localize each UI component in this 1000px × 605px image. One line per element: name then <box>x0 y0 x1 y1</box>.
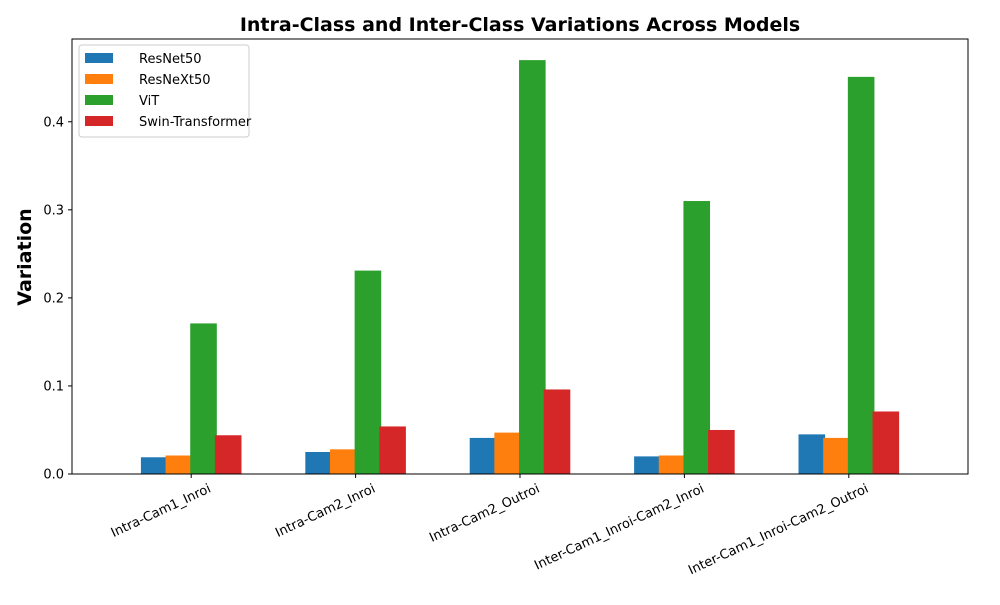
legend-box <box>78 44 250 138</box>
bars-layer <box>140 60 900 475</box>
bar-swin-transformer-3 <box>543 389 571 474</box>
bar-vit-2 <box>354 270 382 474</box>
bar-resnet50-2 <box>305 451 332 474</box>
legend-label: Swin-Transformer <box>139 115 252 130</box>
legend-swatch-vit <box>85 95 113 105</box>
y-tick-label: 0.0 <box>43 468 64 483</box>
bar-vit-3 <box>519 60 546 474</box>
legend-label: ResNeXt50 <box>139 73 211 88</box>
x-tick-label: Intra-Cam1_Inroi <box>109 481 214 540</box>
x-tick-label: Inter-Cam1_Inroi-Cam2_Outroi <box>686 481 871 578</box>
bar-resnext50-1 <box>165 455 193 474</box>
y-tick-label: 0.3 <box>43 203 64 218</box>
y-tick-label: 0.1 <box>43 379 64 394</box>
bar-resnet50-5 <box>798 434 826 474</box>
bar-resnet50-3 <box>469 437 497 474</box>
legend-swatch-resnext50 <box>85 74 113 84</box>
y-tick-label: 0.2 <box>43 291 64 306</box>
legend-swatch-resnet50 <box>85 53 113 63</box>
x-tick-label: Intra-Cam2_Outroi <box>427 481 542 545</box>
x-tick-label: Intra-Cam2_Inroi <box>273 481 378 540</box>
bar-resnet50-1 <box>140 457 168 474</box>
legend-label: ViT <box>139 94 159 109</box>
chart-title: Intra-Class and Inter-Class Variations A… <box>240 14 800 36</box>
y-axis-label: Variation <box>14 208 36 305</box>
legend-label: ResNet50 <box>139 52 202 67</box>
bar-vit-1 <box>190 323 217 474</box>
bar-resnext50-3 <box>494 432 521 474</box>
y-tick-label: 0.4 <box>43 115 64 130</box>
bar-swin-transformer-4 <box>708 429 735 474</box>
bar-vit-4 <box>683 201 711 474</box>
bar-resnext50-2 <box>329 449 357 474</box>
bar-vit-5 <box>847 76 875 475</box>
bar-resnext50-4 <box>658 455 686 474</box>
bar-resnext50-5 <box>823 437 850 474</box>
bar-swin-transformer-2 <box>379 426 406 474</box>
bar-resnet50-4 <box>634 456 661 474</box>
legend-swatch-swin-transformer <box>85 116 113 126</box>
legend: ResNet50 ResNeXt50 ViT Swin-Transformer <box>78 44 252 138</box>
bar-swin-transformer-1 <box>214 435 242 474</box>
x-tick-label: Inter-Cam1_Inroi-Cam2_Inroi <box>532 481 706 573</box>
bar-swin-transformer-5 <box>872 411 900 474</box>
